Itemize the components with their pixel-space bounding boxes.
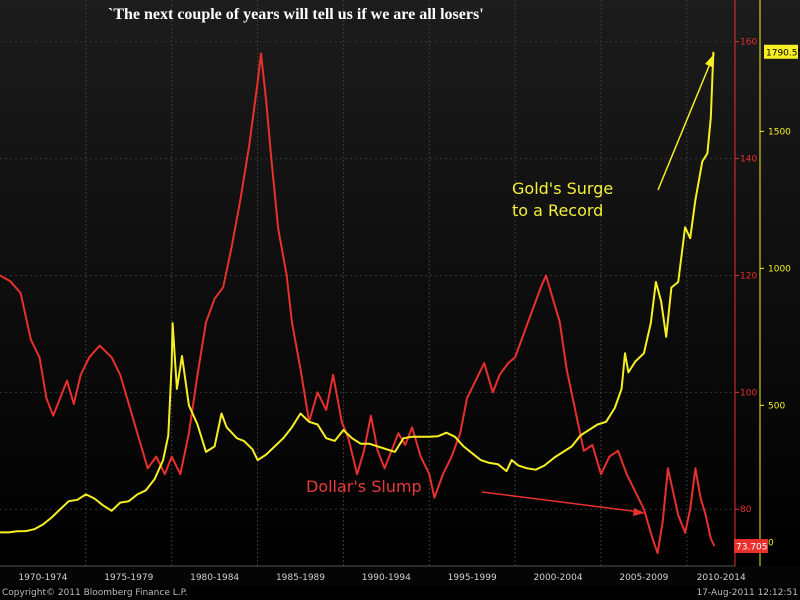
- x-tick-label: 2005-2009: [619, 573, 668, 583]
- dollar-arrowhead: [633, 508, 645, 516]
- gold-annotation: Gold's Surge to a Record: [512, 179, 614, 220]
- x-tick-label: 1980-1984: [190, 573, 239, 583]
- x-tick-label: 1990-1994: [362, 573, 411, 583]
- right-tick-label: 1500: [768, 127, 791, 137]
- x-tick-label: 1985-1989: [276, 573, 325, 583]
- x-tick-label: 1970-1974: [18, 573, 67, 583]
- dollar-index-line: [0, 52, 716, 555]
- gold-last-value-tag: [764, 44, 798, 59]
- right-tick-label: 1000: [768, 264, 791, 274]
- right-tick-label: 0: [768, 538, 774, 548]
- dollar-last-value-tag: [734, 539, 768, 554]
- dollar-arrow: [481, 491, 641, 513]
- dollar-last-value-label: 73.705: [736, 543, 768, 553]
- grid: [0, 0, 735, 578]
- x-tick-label: 1995-1999: [448, 573, 497, 583]
- left-tick-label: 120: [740, 271, 757, 281]
- gold-last-value-label: 1790.55: [766, 48, 800, 58]
- dollar-annotation: Dollar's Slump: [306, 477, 422, 496]
- left-tick-label: 80: [740, 505, 752, 515]
- x-tick-label: 2010-2014: [697, 573, 746, 583]
- x-tick-label: 1975-1979: [104, 573, 153, 583]
- left-y-axis: 80 100 120 140 160: [734, 0, 757, 566]
- annotation-arrows: [481, 53, 715, 516]
- last-value-labels: 73.705 1790.55: [734, 44, 800, 554]
- timestamp-text: 17-Aug-2011 12:12:51: [696, 588, 798, 598]
- copyright-text: Copyright© 2011 Bloomberg Finance L.P.: [2, 588, 188, 598]
- left-tick-label: 140: [740, 155, 757, 165]
- series-lines: [0, 51, 716, 555]
- plot-background: [0, 0, 800, 560]
- left-tick-label: 100: [740, 388, 757, 398]
- gold-price-line: [0, 51, 715, 534]
- gold-arrowhead: [705, 54, 714, 67]
- x-tick-label: 2000-2004: [534, 573, 583, 583]
- left-tick-label: 160: [740, 38, 757, 48]
- x-axis: 1970-1974 1975-1979 1980-1984 1985-1989 1990…: [0, 565, 800, 586]
- right-tick-label: 500: [768, 401, 785, 411]
- chart-title: `The next couple of years will tell us i…: [108, 6, 484, 23]
- x-axis-band: [0, 566, 800, 586]
- gold-arrow: [657, 53, 715, 191]
